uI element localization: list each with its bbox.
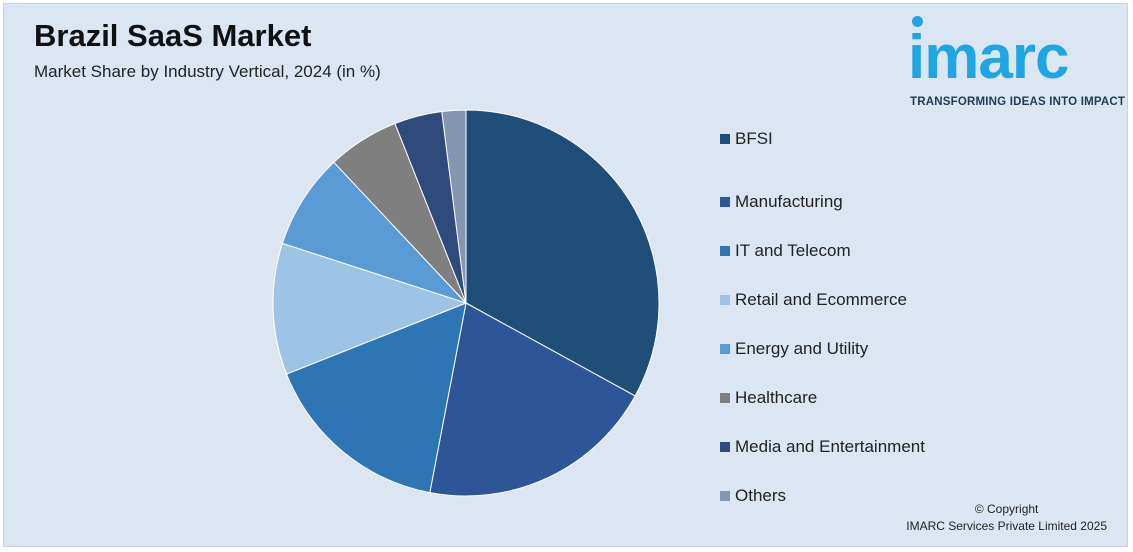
pie-slice-it-and-telecom (285, 302, 467, 494)
chart-title: Brazil SaaS Market (34, 18, 312, 53)
chart-legend: BFSI Manufacturing IT and Telecom Retail an… (720, 128, 925, 520)
legend-swatch (720, 245, 730, 256)
legend-label: Manufacturing (735, 191, 843, 211)
legend-item: Others (720, 471, 925, 520)
legend-label: IT and Telecom (735, 240, 851, 260)
legend-item: IT and Telecom (720, 226, 925, 275)
pie-chart (272, 109, 660, 497)
legend-swatch (720, 392, 730, 403)
legend-label: Media and Entertainment (735, 436, 925, 456)
legend-swatch (720, 134, 730, 144)
legend-item: Manufacturing (720, 177, 925, 226)
legend-item: Energy and Utility (720, 324, 925, 373)
logo-dot-icon (912, 16, 923, 27)
legend-swatch (720, 343, 730, 354)
chart-subtitle: Market Share by Industry Vertical, 2024 … (34, 62, 381, 81)
imarc-logo: imarc TRANSFORMING IDEAS INTO IMPACT (902, 14, 1126, 114)
legend-item: Media and Entertainment (720, 422, 925, 471)
legend-swatch (720, 196, 730, 207)
pie-slice-energy-and-utility (281, 161, 467, 304)
legend-label: BFSI (735, 129, 773, 148)
pie-slice-others (441, 109, 467, 304)
copyright-notice: © Copyright IMARC Services Private Limit… (906, 501, 1107, 535)
copyright-label: © Copyright (974, 502, 1039, 516)
pie-slice-bfsi (465, 109, 660, 397)
legend-item: Retail and Ecommerce (720, 275, 925, 324)
legend-label: Energy and Utility (735, 338, 869, 358)
chart-frame: Brazil SaaS Market Market Share by Indus… (3, 3, 1128, 547)
pie-slice-manufacturing (429, 302, 636, 497)
legend-swatch (720, 441, 730, 452)
legend-label: Retail and Ecommerce (735, 289, 907, 309)
logo-tagline: TRANSFORMING IDEAS INTO IMPACT (910, 96, 1126, 108)
legend-label: Healthcare (735, 387, 818, 407)
legend-item: BFSI (720, 128, 925, 150)
legend-swatch (720, 490, 730, 501)
logo-wordmark: imarc (908, 23, 1069, 92)
legend-label: Others (735, 485, 787, 505)
pie-slice-retail-and-ecommerce (272, 242, 468, 375)
copyright-owner: IMARC Services Private Limited 2025 (906, 519, 1107, 533)
legend-swatch (720, 294, 730, 305)
legend-item: Healthcare (720, 373, 925, 422)
